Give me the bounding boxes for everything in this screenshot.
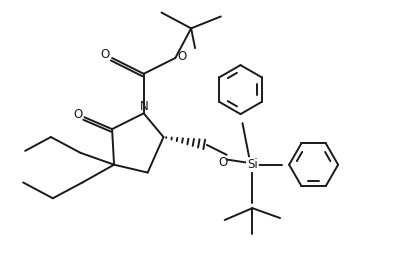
Text: O: O <box>218 156 227 169</box>
Text: N: N <box>140 100 148 113</box>
Text: O: O <box>73 108 82 121</box>
Text: Si: Si <box>246 158 257 171</box>
Text: O: O <box>177 49 186 63</box>
Text: O: O <box>100 48 109 61</box>
